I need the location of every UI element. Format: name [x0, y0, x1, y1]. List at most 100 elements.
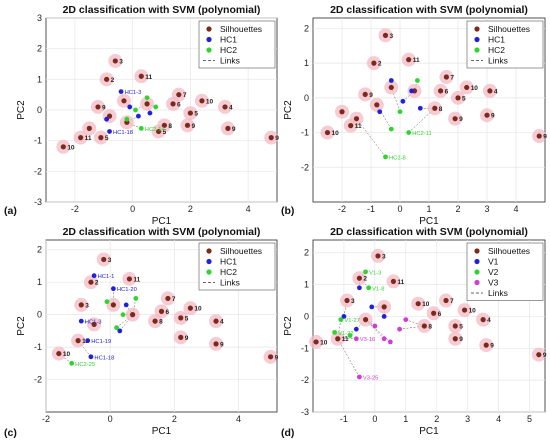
silhouette-label: 4: [229, 104, 233, 111]
silhouette-point: [178, 315, 184, 321]
y-tick-label: 0: [37, 105, 42, 115]
y-tick-label: 0: [304, 93, 309, 103]
legend-entry: Links: [488, 56, 508, 66]
cluster-point: [353, 326, 359, 332]
y-tick-label: -2: [301, 162, 309, 172]
panel-label: (d): [281, 427, 294, 439]
cluster-point: [107, 129, 112, 134]
silhouette-label: 2: [378, 61, 382, 68]
silhouette-point: [374, 102, 380, 108]
silhouette-label: 5: [459, 324, 463, 331]
silhouette-point: [371, 60, 377, 66]
cluster-point: [381, 336, 387, 342]
legend-box: [198, 242, 276, 291]
silhouette-point: [536, 133, 542, 139]
silhouette-label: 11: [85, 135, 92, 142]
silhouette-point: [88, 279, 94, 285]
link-line: [132, 298, 137, 315]
silhouette-point: [86, 125, 92, 131]
cluster-point: [127, 104, 133, 110]
cluster-point: [133, 296, 139, 301]
panel-label: (a): [4, 205, 17, 217]
cluster-point: [397, 326, 403, 332]
y-axis-label: PC2: [16, 316, 27, 336]
cluster-point-label: HC2-25: [75, 362, 95, 368]
cluster-point: [69, 360, 75, 366]
silhouette-label: 3: [382, 253, 386, 260]
silhouette-point: [144, 101, 150, 107]
x-tick-label: 3: [465, 414, 470, 424]
chart-title: 2D classification with SVM (polynomial): [63, 226, 261, 238]
cluster-point: [144, 95, 150, 101]
silhouette-point: [313, 339, 319, 345]
silhouette-point: [483, 342, 489, 348]
x-tick-label: 2: [172, 414, 177, 424]
cluster-point: [357, 285, 362, 291]
chart-panel-2: -2 -1 0 1 2 3 4 -2 -1 0 1 2 3 2 11 10 9 9 4 7 10 5 9 11 9 8 6 HC2-8…: [281, 4, 547, 227]
cluster-point-label: HC2-11: [412, 131, 432, 137]
cluster-point: [347, 333, 353, 338]
legend-marker: [206, 258, 212, 265]
cluster-point: [332, 329, 338, 335]
y-tick-label: -2: [301, 375, 309, 385]
silhouette-label: 6: [177, 101, 181, 108]
silhouette-label: 7: [450, 75, 454, 82]
cluster-point: [387, 339, 393, 345]
silhouette-point: [184, 122, 191, 128]
silhouette-label: 5: [105, 135, 109, 142]
legend-entry: HC1: [220, 257, 237, 267]
silhouette-label: 3: [351, 298, 355, 305]
y-tick-label: 3: [37, 13, 42, 23]
cluster-point-label: V1-22: [338, 331, 353, 337]
x-axis-label: PC1: [152, 426, 172, 437]
silhouette-label: 10: [194, 306, 202, 313]
cluster-point: [369, 304, 375, 310]
silhouette-label: 6: [445, 88, 449, 95]
legend-marker: [474, 258, 480, 265]
cluster-point: [78, 318, 84, 324]
silhouette-label: 2: [363, 276, 367, 283]
silhouette-point: [267, 354, 274, 360]
silhouette-point: [199, 98, 205, 104]
silhouette-label: 8: [159, 319, 163, 326]
silhouette-label: 2: [111, 77, 115, 84]
silhouette-point: [110, 302, 116, 308]
y-tick-label: -3: [34, 197, 42, 207]
cluster-point: [114, 325, 119, 331]
panel-label: (b): [281, 205, 294, 217]
cluster-point-label: V1-3: [369, 270, 381, 276]
silhouette-point: [156, 128, 162, 135]
silhouette-point: [339, 109, 345, 115]
silhouette-point: [213, 318, 219, 324]
cluster-point: [388, 78, 394, 83]
legend-marker: [206, 26, 212, 32]
y-axis-label: PC2: [283, 100, 294, 120]
silhouette-point: [268, 135, 274, 141]
cluster-point: [415, 78, 420, 83]
y-tick-label: 2: [304, 248, 309, 258]
silhouette-label: 9: [220, 341, 224, 348]
legend-entry: Silhouettes: [220, 24, 262, 34]
y-tick-label: -2: [34, 166, 42, 176]
silhouette-label: 11: [133, 276, 140, 283]
silhouette-point: [415, 301, 421, 307]
silhouette-point: [362, 91, 368, 97]
y-tick-label: -1: [301, 128, 309, 138]
legend-entry: HC1: [488, 35, 505, 45]
y-tick-label: 1: [37, 277, 42, 287]
chart-title: 2D classification with SVM (polynomial): [63, 4, 261, 16]
cluster-point: [409, 88, 414, 94]
cluster-point-label: V1-27: [344, 318, 359, 324]
link-line: [399, 325, 425, 330]
silhouette-label: 7: [450, 298, 454, 305]
legend-box: [466, 20, 544, 69]
silhouette-label: 11: [397, 279, 404, 286]
cluster-point: [88, 354, 94, 360]
legend-entry: Links: [220, 56, 240, 66]
silhouette-label: 5: [185, 315, 189, 322]
y-tick-label: 1: [37, 74, 42, 84]
